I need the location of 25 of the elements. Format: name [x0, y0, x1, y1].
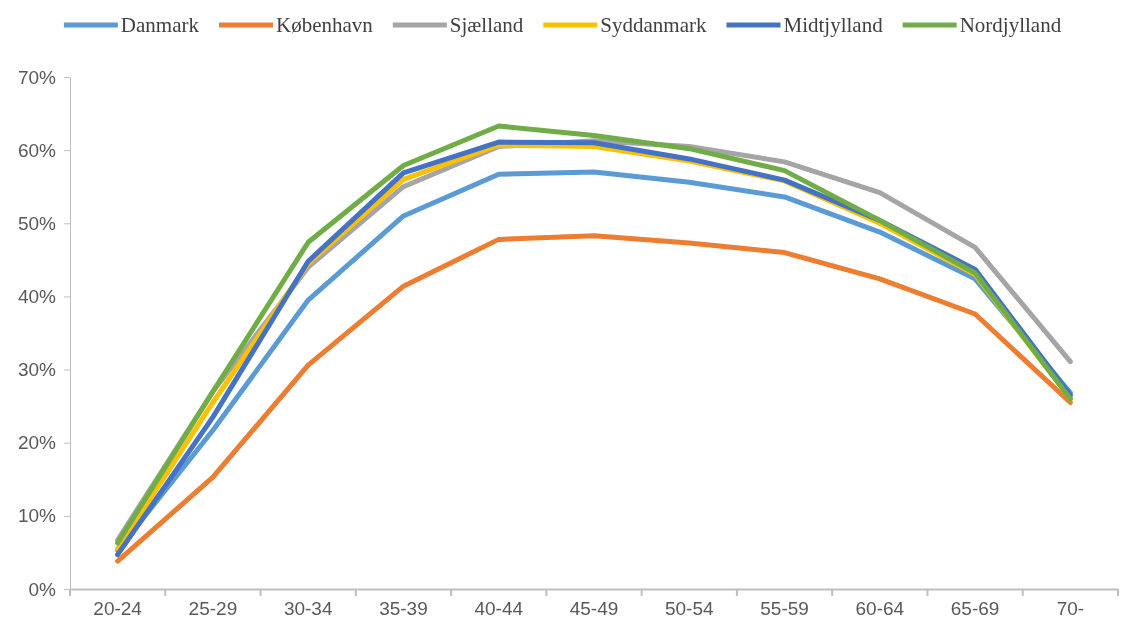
legend-label: Midtjylland	[783, 13, 884, 37]
x-tick-label: 30-34	[283, 597, 333, 619]
legend-label: København	[276, 13, 374, 37]
x-tick-label: 70-	[1056, 597, 1085, 619]
x-tick-label: 20-24	[93, 597, 143, 619]
y-tick-label: 50%	[17, 212, 57, 234]
legend-label: Sjælland	[449, 13, 524, 37]
y-tick-label: 40%	[17, 286, 57, 308]
legend-label: Nordjylland	[959, 13, 1062, 37]
x-tick-label: 40-44	[474, 597, 524, 619]
y-tick-label: 30%	[17, 359, 57, 381]
y-tick-label: 10%	[17, 505, 57, 527]
x-tick-label: 50-54	[664, 597, 714, 619]
y-tick-label: 20%	[17, 432, 57, 454]
x-tick-label: 45-49	[569, 597, 619, 619]
x-tick-label: 55-59	[760, 597, 809, 619]
x-tick-label: 25-29	[188, 597, 238, 619]
x-tick-label: 65-69	[950, 597, 1000, 619]
y-tick-label: 60%	[17, 139, 57, 161]
y-tick-label: 70%	[17, 66, 57, 88]
x-tick-label: 60-64	[855, 597, 905, 619]
x-tick-label: 35-39	[379, 597, 428, 619]
y-tick-label: 0%	[28, 578, 57, 600]
legend-label: Syddanmark	[600, 13, 707, 37]
legend-label: Danmark	[120, 13, 200, 37]
